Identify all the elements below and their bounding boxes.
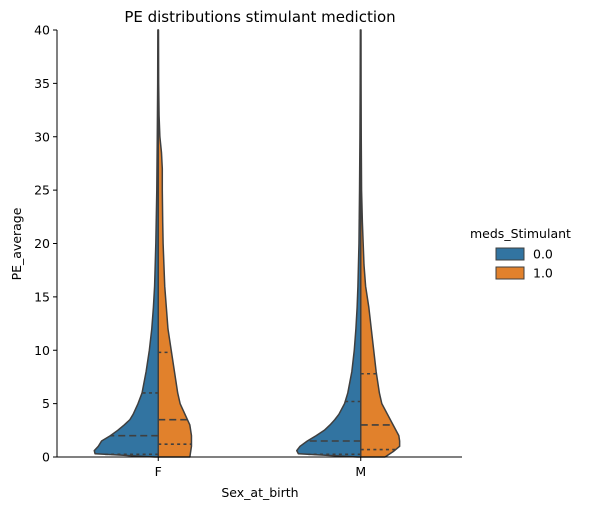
legend-title: meds_Stimulant [470,226,571,241]
x-axis-label: Sex_at_birth [221,485,298,500]
x-tick-label: M [355,464,366,479]
chart-title: PE distributions stimulant mediction [124,8,395,26]
violin-half-F-0.0 [93,29,159,458]
y-tick-label: 25 [34,183,50,198]
legend: meds_Stimulant 0.0 1.0 [470,226,571,281]
plot-area [93,29,401,458]
axes: 0 5 10 15 20 25 30 35 40 F M [34,23,462,479]
y-tick-label: 20 [34,236,50,251]
y-tick-label: 30 [34,129,50,144]
legend-swatch [495,247,525,261]
y-tick-label: 15 [34,289,50,304]
y-tick-label: 40 [34,23,50,38]
violin-half-F-1.0 [157,29,193,458]
x-tick-label: F [155,464,162,479]
violin-half-M-0.0 [296,29,362,458]
y-tick-label: 0 [42,450,50,465]
legend-swatch [495,266,525,280]
y-tick-label: 5 [42,396,50,411]
legend-label: 1.0 [533,266,553,281]
y-axis-label: PE_average [9,207,24,280]
legend-label: 0.0 [533,247,553,262]
y-tick-label: 10 [34,343,50,358]
violin-half-M-1.0 [360,29,401,458]
y-tick-label: 35 [34,76,50,91]
